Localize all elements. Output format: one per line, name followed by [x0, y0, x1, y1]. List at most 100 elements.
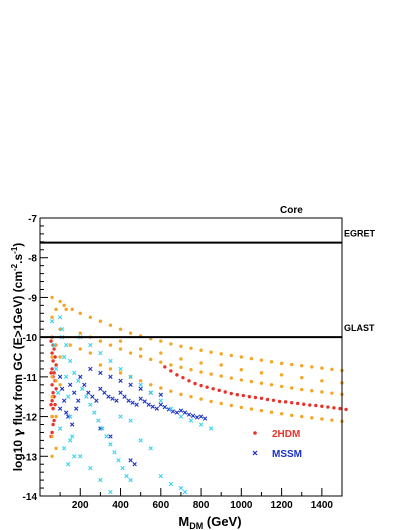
y-tick-label: -7	[28, 214, 37, 225]
point-s2-3	[63, 410, 69, 415]
point-s0-6	[50, 430, 54, 435]
point-s0-40	[247, 395, 252, 399]
point-s1-97	[320, 417, 324, 421]
point-s1-102	[88, 351, 93, 355]
point-s1-88	[229, 403, 233, 408]
point-s1-30	[169, 342, 173, 346]
point-s1-95	[300, 414, 304, 419]
point-s0-46	[283, 400, 288, 404]
point-s1-105	[159, 351, 163, 355]
y-axis-label: log10 γ flux from GC (E>1GeV) (cm-2.s-1)	[10, 243, 25, 472]
point-s1-71	[310, 389, 314, 393]
point-s0-4	[50, 398, 54, 403]
point-s3-33	[108, 358, 113, 364]
x-tick-label: 1200	[270, 500, 293, 511]
point-s1-57	[169, 363, 173, 367]
point-s1-20	[70, 307, 74, 312]
point-s3-31	[88, 342, 93, 348]
point-s3-59	[65, 462, 71, 467]
point-s2-39	[88, 366, 93, 372]
point-s3-39	[168, 406, 174, 411]
point-s0-54	[332, 406, 336, 410]
point-s1-41	[279, 361, 284, 366]
point-s0-34	[211, 387, 215, 391]
point-s1-111	[279, 373, 284, 377]
point-s1-92	[269, 410, 274, 414]
chart-title: Core	[280, 205, 303, 216]
point-s1-53	[128, 351, 133, 355]
point-s0-37	[229, 391, 233, 396]
point-s1-106	[179, 357, 183, 361]
point-s3-1	[51, 342, 57, 348]
point-s2-54	[74, 406, 79, 411]
point-s1-94	[289, 413, 294, 418]
point-s2-36	[194, 415, 200, 420]
point-s1-11	[54, 379, 58, 383]
point-s3-50	[182, 489, 188, 495]
axis-ticks: 200 400 600 800 1000 1200 1400 -14 -13 -12 -11 -10 -…	[23, 214, 343, 511]
point-s1-19	[64, 307, 68, 312]
point-s2-11	[94, 398, 99, 403]
point-s1-77	[118, 371, 123, 375]
point-s2-22	[138, 396, 143, 401]
point-s1-96	[310, 416, 314, 420]
point-s0-31	[193, 381, 197, 386]
point-s1-37	[239, 355, 244, 359]
point-s1-18	[62, 303, 66, 308]
point-s1-85	[199, 397, 203, 401]
point-s0-51	[314, 403, 318, 408]
point-s2-14	[106, 394, 111, 399]
point-s3-48	[108, 489, 113, 495]
point-s2-10	[90, 394, 95, 399]
point-s2-51	[57, 406, 63, 411]
x-tick-label: 400	[112, 500, 129, 511]
point-s1-9	[54, 307, 58, 312]
point-s2-23	[142, 399, 147, 404]
point-s3-55	[118, 414, 123, 419]
point-s1-3	[50, 355, 54, 359]
point-s1-46	[330, 367, 334, 372]
point-s0-26	[163, 365, 167, 369]
legend: 2HDM MSSM	[252, 429, 302, 460]
point-s1-55	[149, 357, 153, 362]
point-s2-2	[61, 398, 67, 403]
point-s0-47	[289, 400, 294, 405]
point-s0-32	[199, 383, 203, 388]
point-s3-24	[108, 442, 113, 447]
y-tick-label: -14	[23, 492, 38, 503]
legend-label-2hdm: 2HDM	[272, 429, 300, 440]
point-s2-49	[128, 458, 133, 463]
point-s3-19	[88, 402, 93, 407]
point-s0-38	[235, 393, 240, 397]
point-s3-22	[100, 426, 105, 431]
point-s1-108	[219, 363, 223, 367]
point-s0-17	[53, 355, 57, 359]
point-s3-35	[128, 374, 133, 380]
point-s3-51	[158, 473, 163, 479]
y-tick-label: -11	[23, 373, 37, 384]
point-s2-17	[118, 390, 123, 395]
point-s0-36	[223, 390, 227, 394]
point-s1-48	[78, 331, 82, 335]
x-tick-label: 1000	[230, 500, 253, 511]
point-s1-68	[279, 384, 284, 389]
point-s1-81	[159, 386, 163, 390]
point-s1-110	[259, 371, 264, 375]
point-s1-61	[209, 372, 213, 376]
point-s1-58	[179, 365, 183, 370]
point-s0-43	[265, 397, 270, 402]
point-s2-16	[114, 398, 119, 403]
point-s1-82	[169, 389, 173, 393]
point-s1-90	[249, 407, 254, 411]
point-s1-56	[159, 360, 163, 364]
point-s0-49	[302, 402, 306, 406]
point-s0-23	[49, 371, 53, 375]
point-s1-103	[118, 339, 123, 343]
point-s0-3	[50, 383, 54, 387]
point-s1-34	[209, 350, 213, 354]
point-s2-35	[190, 413, 196, 418]
point-s1-32	[189, 346, 193, 350]
point-s1-100	[68, 343, 72, 347]
point-s1-101	[78, 347, 82, 351]
point-s1-66	[259, 381, 264, 385]
